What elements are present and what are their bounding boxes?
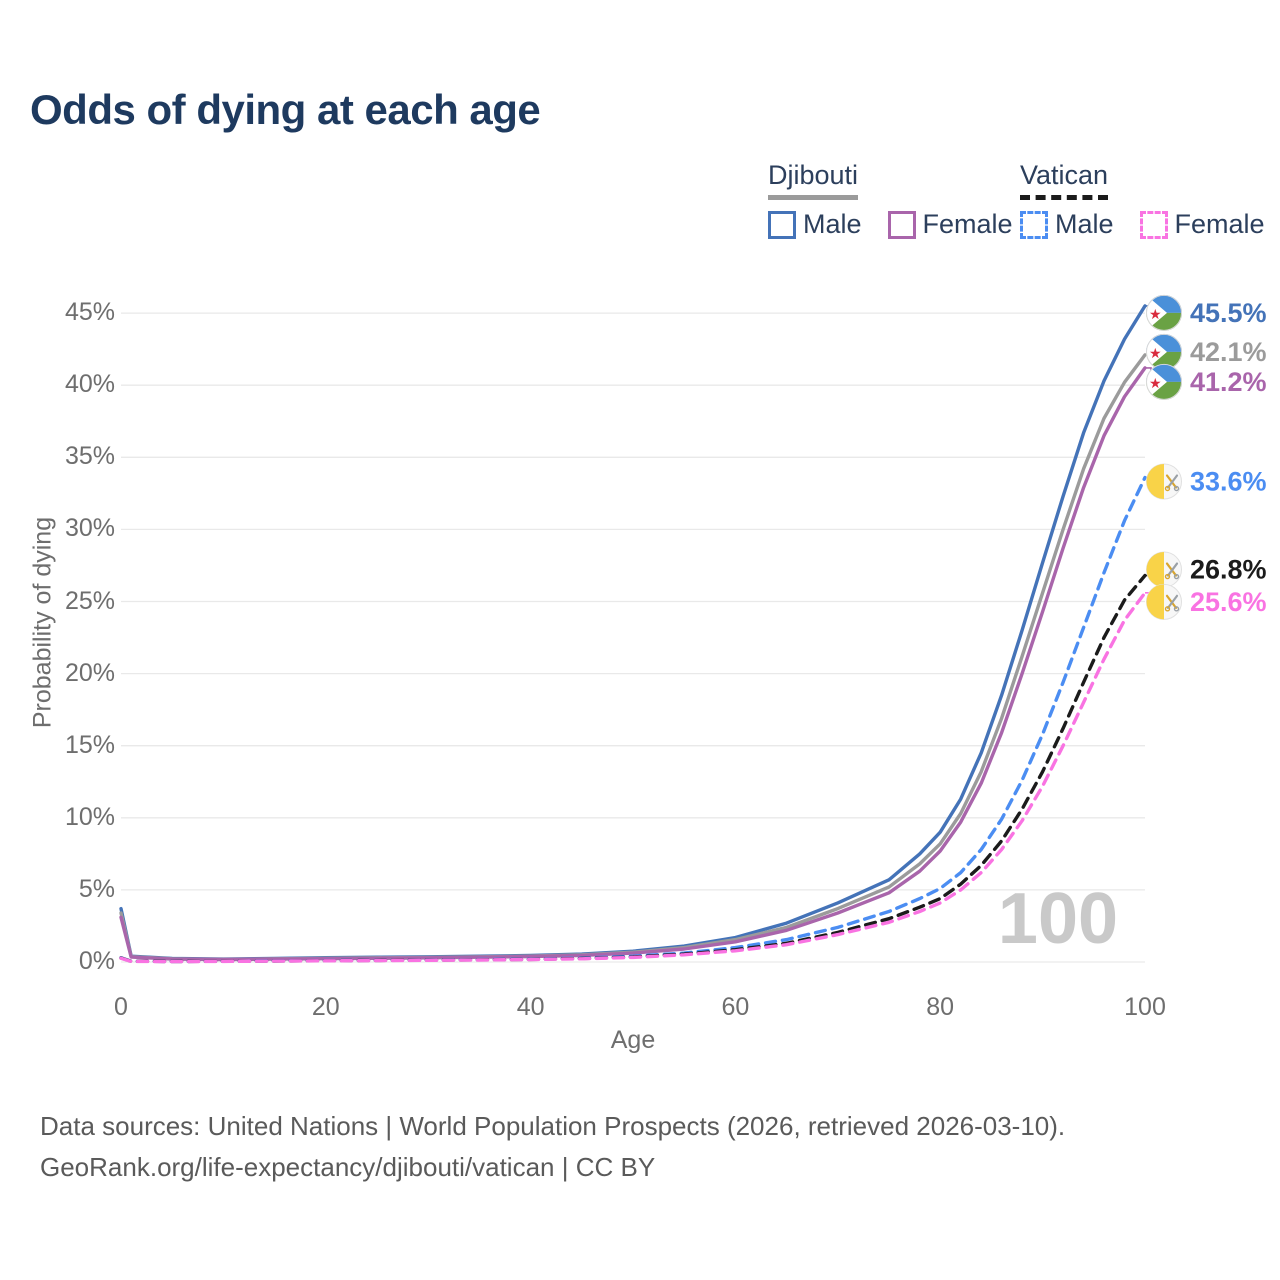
series-line-djibouti-female [119,366,1147,962]
y-tick-label: 15% [64,730,115,759]
y-tick-label: 5% [78,874,115,903]
legend-item-vatican-female[interactable]: Female [1139,209,1265,240]
end-label-value-djibouti-female: 41.2% [1190,367,1267,397]
y-tick-label: 45% [64,298,115,327]
legend-item-label: Male [1055,209,1114,239]
end-label-flag: ★ [1146,333,1182,370]
footer-attribution[interactable]: GeoRank.org/life-expectancy/djibouti/vat… [40,1152,656,1182]
chart-area: 100 ★ 45.5% ★ 42.1% ★ 41.2% 33.6% 26.8% 25.6% 0% 5… [28,294,1267,1054]
djibouti-flag-icon: ★ [1146,363,1182,400]
vatican-male-swatch-icon [1020,210,1048,239]
end-label-value-vatican-male: 33.6% [1190,466,1267,496]
mortality-line-chart: 100 ★ 45.5% ★ 42.1% ★ 41.2% 33.6% 26.8%25.6% [119,294,1267,964]
djibouti-male-swatch-icon [768,210,796,239]
x-tick-label: 60 [721,993,750,1021]
legend-item-label: Female [922,209,1013,239]
y-tick-label: 35% [64,442,115,471]
legend-group-djibouti-title[interactable]: Djibouti [768,160,859,200]
vatican-flag-icon [1146,583,1182,620]
y-tick-label: 25% [64,586,115,615]
y-tick-label: 20% [64,658,115,687]
legend-group-vatican: Vatican Male Female [1020,160,1280,240]
x-tick-label: 20 [311,993,340,1021]
x-tick-label: 40 [516,993,545,1021]
x-tick-label: 0 [114,993,128,1021]
series-line-djibouti-both [119,353,1147,962]
djibouti-female-swatch-icon [887,210,916,239]
djibouti-flag-icon: ★ [1146,294,1182,331]
series-line-vatican-female [119,591,1147,964]
end-label-value-djibouti-both: 42.1% [1190,337,1267,367]
end-label-value-djibouti-male: 45.5% [1190,298,1267,328]
djibouti-flag-icon: ★ [1146,333,1182,370]
x-axis-title: Age [610,1026,656,1054]
legend-group-vatican-title[interactable]: Vatican [1020,160,1109,200]
legend-item-djibouti-male[interactable]: Male [768,209,862,240]
page-title: Odds of dying at each age [30,86,541,133]
y-tick-label: 40% [64,370,115,399]
legend-group-djibouti: Djibouti Male Female [768,160,1039,240]
age-watermark: 100 [998,879,1118,959]
y-tick-label: 0% [78,947,115,975]
svg-text:★: ★ [1149,375,1162,391]
series-line-vatican-both [119,573,1147,964]
end-label-flag: ★ [1146,294,1182,331]
y-axis-title: Probability of dying [28,516,57,729]
end-label-value-vatican-female: 25.6% [1190,587,1267,617]
x-tick-label: 100 [1124,993,1166,1021]
x-tick-label: 80 [926,993,955,1021]
footer-datasources: Data sources: United Nations | World Pop… [40,1111,1066,1141]
svg-text:★: ★ [1149,345,1162,361]
end-label-flag [1146,583,1182,620]
end-label-flag: ★ [1146,363,1182,400]
y-tick-label: 30% [64,514,115,543]
end-label-value-vatican-both: 26.8% [1190,555,1267,585]
end-label-flag [1146,463,1182,500]
y-tick-label: 10% [64,802,115,831]
legend-item-label: Male [803,209,862,239]
vatican-female-swatch-icon [1139,210,1168,239]
vatican-flag-icon [1146,463,1182,500]
legend: Djibouti Male Female Vatican Male Female [0,160,1280,240]
legend-item-vatican-male[interactable]: Male [1020,209,1114,240]
end-label-flag [1146,551,1182,588]
footer: Data sources: United Nations | World Pop… [40,1106,1065,1188]
svg-text:★: ★ [1149,306,1162,322]
legend-item-djibouti-female[interactable]: Female [887,209,1013,240]
vatican-flag-icon [1146,551,1182,588]
legend-item-label: Female [1174,209,1265,239]
